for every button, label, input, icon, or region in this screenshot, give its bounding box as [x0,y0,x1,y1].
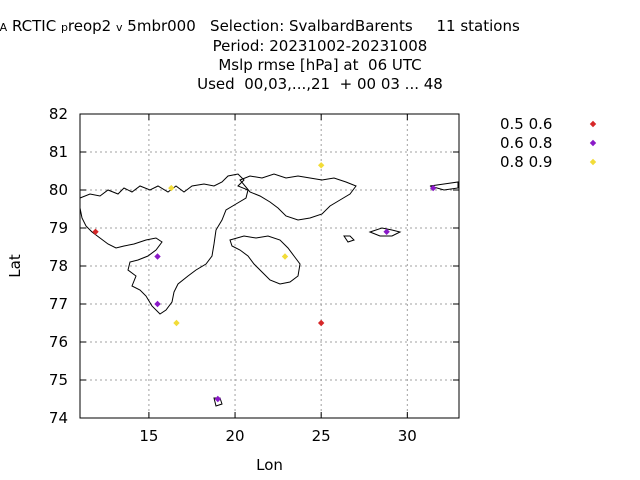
coastline-spitsbergen [79,173,249,315]
legend-label: 0.8 0.9 [500,153,552,171]
x-tick-label: 15 [139,427,158,445]
x-tick-label: 25 [312,427,331,445]
y-tick-label: 79 [49,219,68,237]
chart-title-period: Period: 20231002-20231008 [212,37,428,55]
y-tick-label: 80 [49,181,68,199]
y-tick-label: 81 [49,143,68,161]
data-point [92,228,99,235]
chart-title-parameter: Mslp rmse [hPa] at 06 UTC [218,56,422,74]
legend-marker [589,139,597,147]
data-point [214,395,222,403]
grid-lines [80,114,459,418]
x-tick-label: 30 [398,427,417,445]
coastline-map [79,173,459,407]
y-tick-label: 78 [49,257,68,275]
legend-label: 0.6 0.8 [500,134,552,152]
y-tick-label: 77 [49,295,68,313]
data-points [92,162,437,403]
x-tick-label: 20 [225,427,244,445]
y-tick-label: 74 [49,409,68,427]
data-point [383,228,390,235]
data-point [154,300,161,308]
legend-marker [589,158,597,166]
data-point [429,184,437,192]
y-tick-label: 75 [49,371,68,389]
x-axis-label: Lon [256,456,283,474]
legend-label: 0.5 0.6 [500,115,552,133]
data-point [154,253,161,260]
axes: 15 20 25 30 74 75 76 77 78 79 80 81 82 Lon Lat [6,105,460,474]
y-tick-label: 82 [49,105,68,123]
coastline-east [429,181,459,191]
data-point [317,162,325,169]
chart-title-line1: ROMEA RCTIC preop2 v 5mbr000 Selection: … [0,17,520,35]
coastline-kongkarlsland [368,227,402,237]
coastline-edgeoya [229,235,301,285]
legend: 0.5 0.60.6 0.80.8 0.9 [500,115,597,171]
coastline-nordaustlandet [239,173,357,221]
coastline-islet [343,235,355,243]
y-tick-label: 76 [49,333,68,351]
data-point [281,253,289,260]
y-axis-label: Lat [6,254,24,278]
data-point [173,319,180,327]
data-point [168,184,175,192]
data-point [317,319,325,327]
legend-marker [589,120,597,128]
chart-title-used: Used 00,03,...,21 + 00 03 ... 48 [197,75,443,93]
